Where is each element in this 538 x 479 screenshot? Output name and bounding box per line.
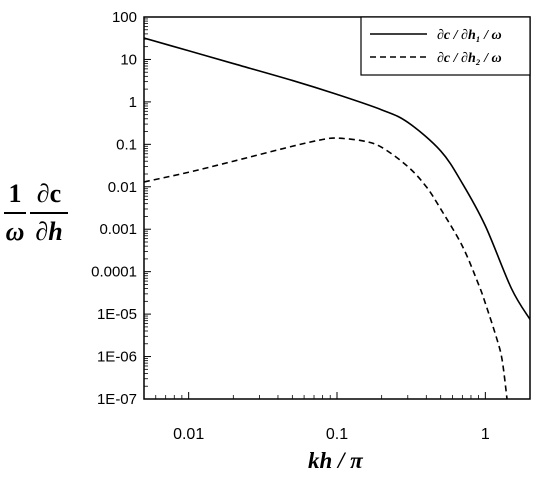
y-axis-label: 1 ω ∂c ∂h — [4, 178, 68, 258]
y-label-denominator-1: ω — [5, 217, 25, 246]
legend-label-1: ∂c / ∂h₁ / ω — [437, 28, 502, 43]
y-tick-label: 0.1 — [116, 136, 137, 153]
series-line-1 — [144, 37, 530, 320]
y-label-fraction-2: ∂c ∂h — [30, 178, 68, 248]
y-tick-label: 100 — [112, 9, 137, 26]
plot-area: 100 10 1 0.1 0.01 0.001 0.0001 1E-05 1E-06 1E-07 0… — [91, 9, 531, 443]
x-tick-label: 0.01 — [173, 426, 204, 443]
x-tick-label: 1 — [481, 426, 490, 443]
y-label-fraction-bar-1 — [4, 212, 26, 214]
y-tick-label: 0.001 — [99, 221, 137, 238]
y-label-denominator-2: ∂h — [35, 217, 63, 246]
y-tick-label: 1E-05 — [97, 306, 137, 323]
y-label-fraction-1: 1 ω — [4, 178, 26, 248]
y-tick-label: 10 — [120, 51, 137, 68]
y-tick-label: 1E-06 — [97, 349, 137, 366]
y-tick-label: 1E-07 — [97, 391, 137, 408]
x-tick-label: 0.1 — [326, 426, 348, 443]
y-label-numerator-1: 1 — [8, 179, 22, 208]
legend-box — [360, 16, 531, 76]
series-line-2 — [144, 137, 508, 399]
x-axis-label: kh / π — [308, 448, 363, 473]
y-tick-label: 0.0001 — [91, 264, 137, 281]
y-tick-label: 1 — [129, 94, 137, 111]
legend-label-2: ∂c / ∂h₂ / ω — [437, 51, 502, 66]
y-label-numerator-2: ∂c — [36, 179, 62, 208]
y-tick-label: 0.01 — [108, 179, 137, 196]
y-label-fraction-bar-2 — [30, 212, 68, 214]
